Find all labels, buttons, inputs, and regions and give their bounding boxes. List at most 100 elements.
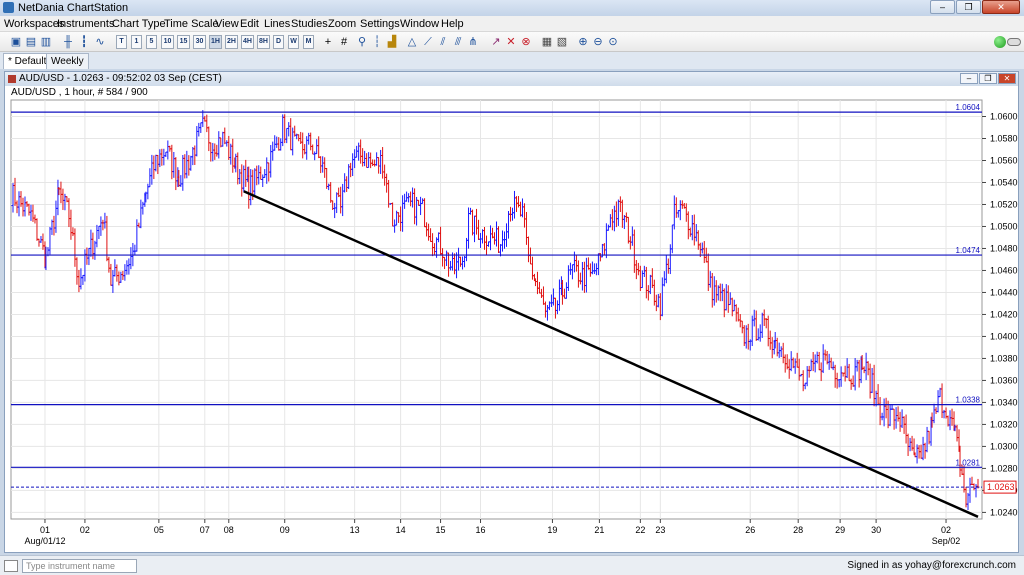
fan-icon[interactable]: ⋔ — [468, 36, 478, 48]
y-tick-label: 1.0280 — [990, 463, 1018, 473]
chart-restore-button[interactable]: ❐ — [979, 73, 997, 84]
x-sub-label: Aug/01/12 — [24, 536, 65, 546]
line-chart-icon[interactable]: ∿ — [95, 36, 105, 48]
grid-icon[interactable]: # — [340, 36, 348, 48]
zoom-out-icon[interactable]: ⊖ — [593, 36, 603, 48]
x-tick-label: 19 — [547, 525, 557, 535]
workspace-tabs: * Default Weekly — [0, 52, 1024, 69]
delete-drawing-icon[interactable]: ✕ — [506, 36, 516, 48]
y-tick-label: 1.0460 — [990, 265, 1018, 275]
connection-status-icon — [994, 36, 1006, 48]
timescale-15m[interactable]: 15 — [177, 35, 190, 49]
y-tick-label: 1.0340 — [990, 397, 1018, 407]
y-tick-label: 1.0300 — [990, 441, 1018, 451]
channel-icon[interactable]: ⫻ — [454, 36, 462, 48]
x-tick-label: 26 — [745, 525, 755, 535]
bell-icon[interactable]: △ — [407, 36, 417, 48]
timescale-1m[interactable]: 1 — [131, 35, 142, 49]
x-tick-label: 30 — [871, 525, 881, 535]
menu-edit[interactable]: Edit — [240, 18, 259, 30]
candle-chart-icon[interactable]: ┇ — [80, 36, 88, 48]
crosshair-icon[interactable]: + — [324, 36, 332, 48]
x-tick-label: 22 — [635, 525, 645, 535]
trendline-icon[interactable]: ⟋ — [424, 36, 432, 48]
zoom-in-icon[interactable]: ⊕ — [578, 36, 588, 48]
timescale-daily[interactable]: D — [273, 35, 284, 49]
timescale-4h[interactable]: 4H — [241, 35, 254, 49]
y-tick-label: 1.0520 — [990, 199, 1018, 209]
minimize-button[interactable]: – — [930, 0, 955, 14]
instrument-search-input[interactable] — [22, 559, 137, 573]
x-tick-label: 28 — [793, 525, 803, 535]
maximize-button[interactable]: ❐ — [956, 0, 981, 14]
timescale-weekly[interactable]: W — [288, 35, 299, 49]
zoom-fit-icon[interactable]: ⊙ — [608, 36, 618, 48]
timescale-monthly[interactable]: M — [303, 35, 314, 49]
x-tick-label: 21 — [594, 525, 604, 535]
timescale-30m[interactable]: 30 — [193, 35, 206, 49]
timescale-8h[interactable]: 8H — [257, 35, 270, 49]
price-bars — [11, 110, 980, 511]
close-button[interactable]: ✕ — [982, 0, 1020, 14]
last-price-label: 1.0263 — [987, 482, 1015, 492]
x-tick-label: 01 — [40, 525, 50, 535]
horizontal-gridlines — [11, 115, 982, 513]
x-tick-label: 15 — [436, 525, 446, 535]
last-price-tag — [983, 480, 1017, 494]
menu-studies[interactable]: Studies — [291, 18, 328, 30]
instrument-list-icon[interactable] — [4, 560, 18, 572]
x-tick-label: 29 — [835, 525, 845, 535]
menu-instruments[interactable]: Instruments — [57, 18, 115, 30]
tab-weekly[interactable]: Weekly — [46, 53, 89, 69]
save-icon[interactable]: ▤ — [25, 36, 37, 48]
y-tick-label: 1.0400 — [990, 331, 1018, 341]
chart-minimize-button[interactable]: – — [960, 73, 978, 84]
menu-time-scale[interactable]: Time Scale — [164, 18, 219, 30]
bar-chart-icon[interactable]: ╫ — [64, 36, 72, 48]
volume-icon[interactable]: ▟ — [387, 36, 397, 48]
timescale-1h[interactable]: 1H — [209, 35, 222, 49]
period-icon[interactable]: ┆ — [373, 36, 381, 48]
toolbar: ▣ ▤ ▥ ╫ ┇ ∿ T 1 5 10 15 30 1H 2H 4H 8H D… — [0, 32, 1024, 52]
new-chart-icon[interactable]: ▣ — [10, 36, 22, 48]
connection-toggle[interactable] — [1007, 38, 1021, 46]
fibonacci-icon[interactable]: ⚲ — [357, 36, 367, 48]
timescale-10m[interactable]: 10 — [161, 35, 174, 49]
arrow-icon[interactable]: ↗ — [491, 36, 501, 48]
y-tick-label: 1.0560 — [990, 155, 1018, 165]
y-tick-label: 1.0360 — [990, 375, 1018, 385]
x-tick-label: 09 — [280, 525, 290, 535]
chart-window: 01 02 05 07 08 09 13 14 15 16 19 21 22 23 26 28 29 30 02 Au… — [4, 71, 1019, 553]
x-tick-label: 02 — [80, 525, 90, 535]
menu-lines[interactable]: Lines — [264, 18, 291, 30]
x-tick-label: 23 — [655, 525, 665, 535]
menu-window[interactable]: Window — [400, 18, 440, 30]
menu-bar: Workspaces Instruments Chart Type Time S… — [0, 16, 1024, 32]
price-chart[interactable]: 01 02 05 07 08 09 13 14 15 16 19 21 22 23 26 28 29 30 02 Au… — [5, 72, 1018, 552]
chart-window-title: AUD/USD - 1.0263 - 09:52:02 03 Sep (CEST… — [19, 73, 222, 84]
y-tick-label: 1.0420 — [990, 309, 1018, 319]
x-tick-label: 08 — [224, 525, 234, 535]
menu-workspaces[interactable]: Workspaces — [4, 18, 65, 30]
parallel-line-icon[interactable]: ⫽ — [440, 36, 446, 48]
menu-settings[interactable]: Settings — [360, 18, 400, 30]
print-chart-icon[interactable]: ▦ — [541, 36, 553, 48]
menu-view[interactable]: View — [215, 18, 239, 30]
chart-close-button[interactable]: ✕ — [998, 73, 1016, 84]
timescale-tick[interactable]: T — [116, 35, 127, 49]
app-logo-icon — [3, 2, 14, 13]
menu-chart-type[interactable]: Chart Type — [112, 18, 166, 30]
delete-all-icon[interactable]: ⊗ — [521, 36, 531, 48]
timescale-2h[interactable]: 2H — [225, 35, 238, 49]
x-sub-label: Sep/02 — [932, 536, 961, 546]
menu-zoom[interactable]: Zoom — [328, 18, 357, 30]
x-tick-label: 14 — [396, 525, 406, 535]
print-preview-icon[interactable]: ▧ — [556, 36, 568, 48]
print-icon[interactable]: ▥ — [40, 36, 52, 48]
x-tick-label: 05 — [154, 525, 164, 535]
y-tick-label: 1.0600 — [990, 111, 1018, 121]
timescale-5m[interactable]: 5 — [146, 35, 157, 49]
tab-default[interactable]: * Default — [3, 53, 52, 69]
menu-help[interactable]: Help — [441, 18, 464, 30]
horizontal-line-label: 1.0474 — [956, 246, 981, 255]
